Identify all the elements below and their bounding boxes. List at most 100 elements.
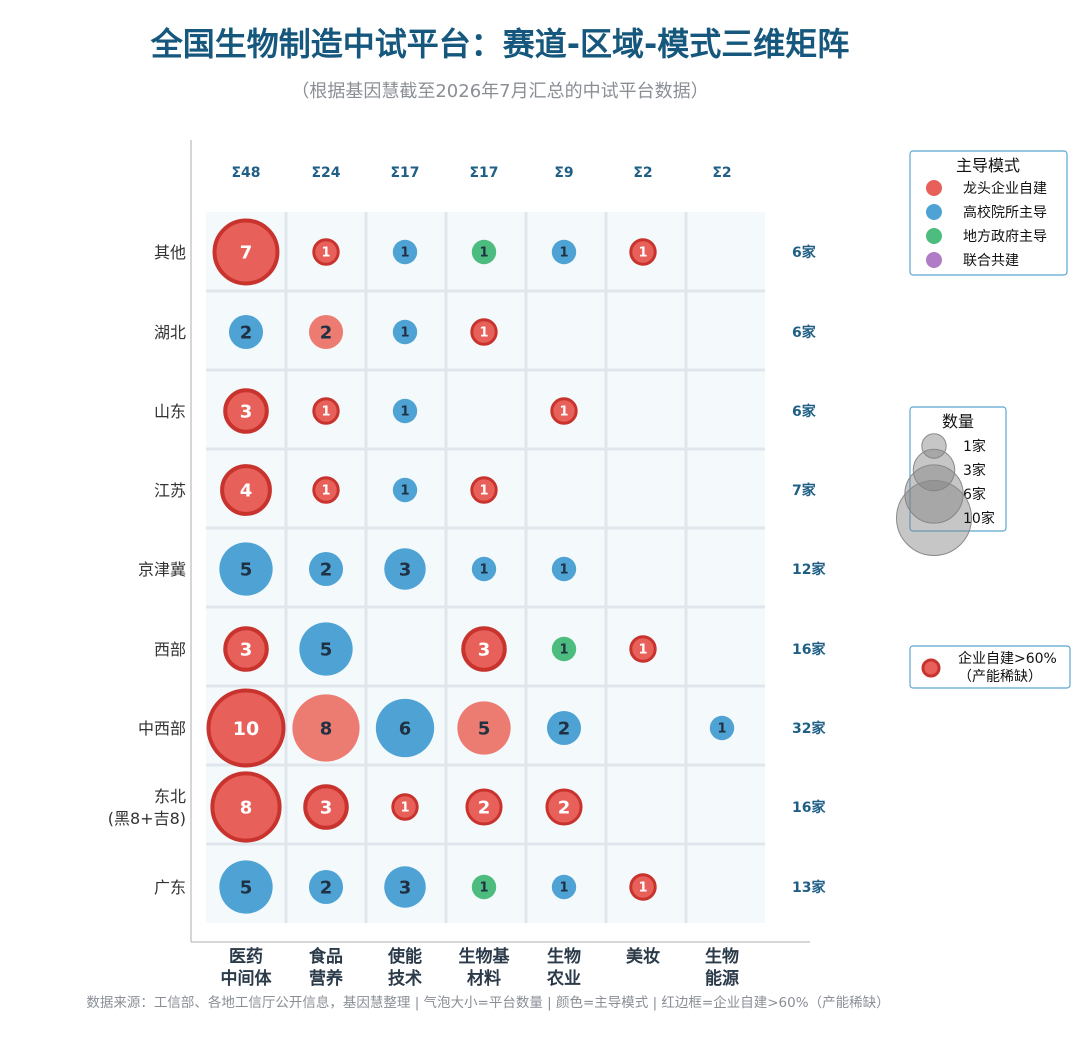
bubble: 1	[392, 398, 418, 424]
bubble-value: 1	[559, 405, 568, 420]
bubble-value: 2	[320, 877, 333, 898]
bubble-circle	[308, 314, 344, 350]
bubble-value: 1	[400, 405, 409, 420]
bubble: 3	[384, 548, 426, 590]
bubble-value: 3	[399, 877, 412, 898]
bubble: 1	[629, 635, 657, 663]
region-total: 16家	[792, 799, 826, 816]
legend-border-label-sub: （产能稀缺）	[958, 669, 1042, 685]
legend-size-box	[909, 406, 1007, 532]
region-total: 12家	[792, 561, 826, 578]
bubble-circle	[471, 239, 497, 265]
legend-mode-swatch	[926, 252, 942, 268]
bubble: 2	[308, 314, 344, 350]
legend-size-label: 10家	[963, 510, 995, 527]
bubble: 7	[212, 218, 280, 286]
category-label: 使能	[387, 946, 422, 967]
bubble-circle	[223, 388, 269, 434]
bubble: 10	[206, 688, 286, 768]
bubble-circle	[375, 698, 435, 758]
bubble-circle	[228, 314, 264, 350]
bubble: 5	[219, 860, 273, 914]
bubble-value: 1	[321, 405, 330, 420]
legend-size-label: 6家	[963, 486, 986, 503]
bubble: 1	[629, 238, 657, 266]
bubble-circle	[392, 319, 418, 345]
bubble: 1	[551, 874, 577, 900]
bubble-circle	[308, 869, 344, 905]
bubble: 1	[471, 556, 497, 582]
region-total: 16家	[792, 641, 826, 658]
bubble: 1	[550, 397, 578, 425]
bubble-value: 2	[558, 718, 571, 739]
bubble-value: 3	[320, 797, 333, 818]
bubble: 1	[551, 556, 577, 582]
legend-size-swatch	[921, 433, 947, 459]
bubble: 1	[392, 239, 418, 265]
bubble-value: 1	[638, 643, 647, 658]
bubble: 5	[299, 622, 353, 676]
column-total: Σ48	[231, 165, 260, 181]
bubble-circle	[219, 542, 273, 596]
bubble: 2	[308, 551, 344, 587]
bubble-circle	[206, 688, 286, 768]
bubble-circle	[312, 476, 340, 504]
bubble-circle	[219, 860, 273, 914]
region-totals: 6家 6家 6家 7家 12家 16家 32家 16家 13家	[792, 244, 826, 896]
region-label: 湖北	[154, 323, 186, 342]
region-total: 6家	[792, 324, 817, 341]
bubble: 2	[308, 869, 344, 905]
region-total: 6家	[792, 244, 817, 261]
bubble: 3	[384, 866, 426, 908]
chart-title: 全国生物制造中试平台：赛道-区域-模式三维矩阵	[150, 25, 850, 63]
bubble-value: 1	[321, 484, 330, 499]
bubble-circle	[461, 626, 507, 672]
bubble-value: 4	[240, 480, 253, 501]
bubble-value: 1	[400, 326, 409, 341]
data-source-note: 数据来源：工信部、各地工信厅公开信息，基因慧整理 | 气泡大小=平台数量 | 颜…	[86, 994, 889, 1011]
bubble-circle	[546, 710, 582, 746]
bubble-circle	[392, 477, 418, 503]
bubble: 3	[303, 784, 349, 830]
bubble-circle	[223, 626, 269, 672]
region-label: 京津冀	[138, 560, 186, 579]
bubble-circle	[391, 793, 419, 821]
bubble-value: 1	[400, 246, 409, 261]
bubble-circle	[220, 464, 272, 516]
category-label: 生物	[547, 946, 581, 967]
bubble-circle	[308, 551, 344, 587]
bubble: 2	[465, 788, 503, 826]
bubble-circle	[545, 788, 583, 826]
legend-border-label: 企业自建>60%	[958, 650, 1057, 667]
bubble-value: 8	[320, 718, 333, 739]
legend-size: 数量 1家 3家 6家 10家	[896, 406, 1007, 556]
bubble-circle	[210, 771, 282, 843]
category-label-sub: 中间体	[221, 968, 273, 989]
bubble-value: 7	[240, 242, 253, 263]
bubble-circle	[551, 874, 577, 900]
region-total: 13家	[792, 879, 826, 896]
column-total: Σ2	[633, 165, 652, 181]
bubble: 3	[223, 626, 269, 672]
bubble-value: 1	[638, 246, 647, 261]
bubble: 1	[312, 238, 340, 266]
bubble-circle	[465, 788, 503, 826]
bubble-value: 1	[717, 722, 726, 737]
bubble-value: 8	[240, 797, 253, 818]
bubble: 1	[392, 319, 418, 345]
region-label: 其他	[154, 243, 186, 262]
bubble: 4	[220, 464, 272, 516]
legend-mode-swatch	[926, 180, 942, 196]
bubble-value: 2	[320, 322, 333, 343]
bubble: 2	[545, 788, 583, 826]
legend-border: 企业自建>60% （产能稀缺）	[909, 645, 1071, 689]
legend-size-swatch	[896, 480, 972, 556]
bubble-circle	[629, 238, 657, 266]
bubble-value: 3	[399, 559, 412, 580]
bubble: 2	[546, 710, 582, 746]
bubble-value: 5	[478, 718, 491, 739]
bubble-value: 1	[479, 246, 488, 261]
legend-mode-label: 地方政府主导	[963, 229, 1047, 245]
region-total: 6家	[792, 403, 817, 420]
